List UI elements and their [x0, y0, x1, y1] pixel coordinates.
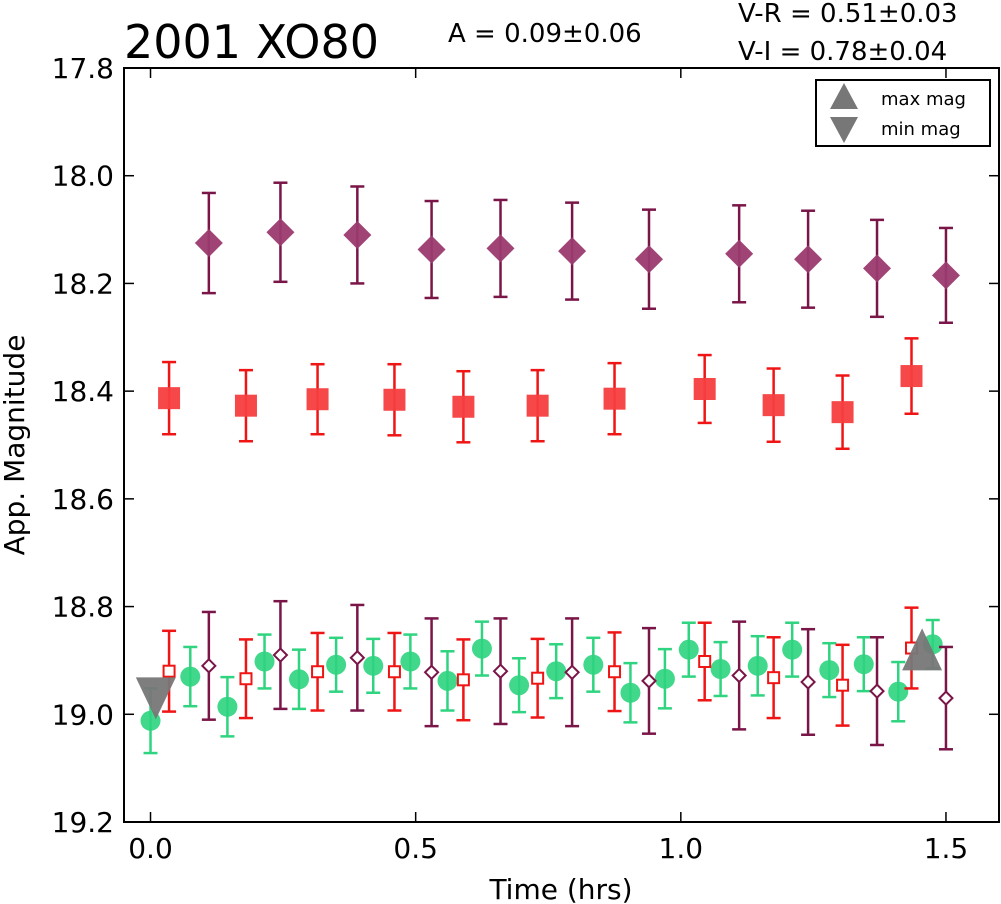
data-point — [194, 229, 223, 258]
data-point — [272, 647, 289, 663]
data-point — [558, 237, 587, 266]
data-point — [836, 678, 850, 692]
data-point — [869, 683, 885, 700]
data-point — [387, 665, 401, 679]
data-point — [254, 651, 275, 672]
data-point — [437, 670, 458, 691]
data-point — [289, 669, 309, 690]
data-point — [363, 655, 384, 676]
data-point — [423, 664, 440, 681]
data-point — [456, 673, 470, 687]
data-point — [620, 682, 641, 703]
data-point — [725, 239, 754, 268]
x-tick-label: 1.5 — [924, 832, 969, 865]
plot-frame — [123, 67, 1000, 823]
data-point — [486, 234, 515, 263]
data-point — [135, 677, 176, 720]
data-point — [654, 668, 675, 689]
data-point — [383, 388, 406, 411]
data-point — [902, 628, 943, 671]
data-point — [863, 254, 892, 283]
data-point — [583, 654, 604, 675]
data-point — [782, 639, 803, 660]
data-point — [180, 666, 201, 687]
series-5 — [135, 677, 176, 720]
y-axis-label: App. Magnitude — [0, 335, 31, 556]
series-1 — [158, 337, 923, 451]
data-point — [343, 220, 372, 249]
data-point — [747, 655, 768, 676]
legend: max mag min mag — [815, 79, 991, 147]
data-point — [531, 671, 545, 685]
data-point — [603, 387, 626, 410]
data-point — [731, 667, 748, 684]
data-point — [767, 671, 781, 685]
data-point — [678, 639, 699, 660]
data-point — [349, 649, 366, 666]
data-point — [492, 663, 509, 680]
y-tick-label: 18.2 — [52, 267, 114, 300]
legend-label: min mag — [881, 119, 961, 140]
v-i-color-label: V-I = 0.78±0.04 — [738, 37, 947, 67]
axis-ticks: 17.8 18.0 18.2 18.4 18.6 18.8 19.0 19.2 0.0 0.5 1.… — [52, 52, 999, 865]
data-point — [158, 387, 181, 410]
series-6 — [902, 628, 943, 671]
data-point — [417, 235, 446, 264]
series-0 — [194, 181, 960, 324]
data-marks — [135, 181, 960, 755]
data-point — [217, 696, 238, 717]
data-point — [546, 661, 567, 682]
data-point — [162, 664, 176, 678]
v-r-color-label: V-R = 0.51±0.03 — [738, 0, 958, 29]
data-point — [200, 657, 217, 674]
data-point — [693, 377, 716, 400]
data-point — [400, 651, 421, 672]
y-tick-label: 18.4 — [52, 375, 114, 408]
data-point — [641, 672, 657, 689]
y-tick-label: 18.8 — [52, 591, 114, 624]
legend-label: max mag — [881, 89, 966, 110]
y-tick-label: 18.6 — [52, 483, 114, 516]
x-tick-label: 1.0 — [659, 832, 704, 865]
y-tick-label: 19.0 — [52, 698, 114, 731]
data-point — [452, 395, 475, 418]
data-point — [931, 261, 960, 290]
data-point — [471, 638, 492, 659]
legend-min-mag-icon — [830, 117, 858, 143]
y-tick-label: 17.8 — [52, 52, 114, 85]
data-point — [526, 394, 549, 417]
x-axis-label: Time (hrs) — [488, 873, 632, 904]
x-tick-label: 0.5 — [393, 832, 438, 865]
data-point — [234, 394, 257, 417]
data-point — [710, 659, 731, 680]
data-point — [698, 655, 712, 669]
data-point — [509, 675, 530, 696]
series-4 — [200, 599, 954, 751]
data-point — [762, 394, 785, 417]
chart-title: 2001 XO80 — [124, 15, 379, 69]
data-point — [635, 245, 663, 274]
x-tick-label: 0.0 — [128, 832, 173, 865]
data-point — [311, 665, 325, 679]
data-point — [900, 365, 923, 388]
data-point — [239, 672, 253, 686]
data-point — [266, 218, 295, 247]
y-tick-label: 18.0 — [52, 160, 114, 193]
data-point — [831, 401, 854, 424]
series-2 — [140, 618, 943, 755]
data-point — [326, 654, 347, 675]
data-point — [853, 654, 874, 675]
data-point — [819, 660, 840, 681]
legend-max-mag-icon — [830, 83, 858, 109]
data-point — [564, 664, 581, 681]
data-point — [306, 388, 329, 411]
data-point — [938, 690, 954, 707]
data-point — [888, 681, 909, 702]
data-point — [608, 665, 622, 679]
amplitude-label: A = 0.09±0.06 — [448, 19, 642, 49]
data-point — [794, 245, 823, 274]
y-tick-label: 19.2 — [52, 806, 114, 839]
data-point — [800, 674, 817, 690]
